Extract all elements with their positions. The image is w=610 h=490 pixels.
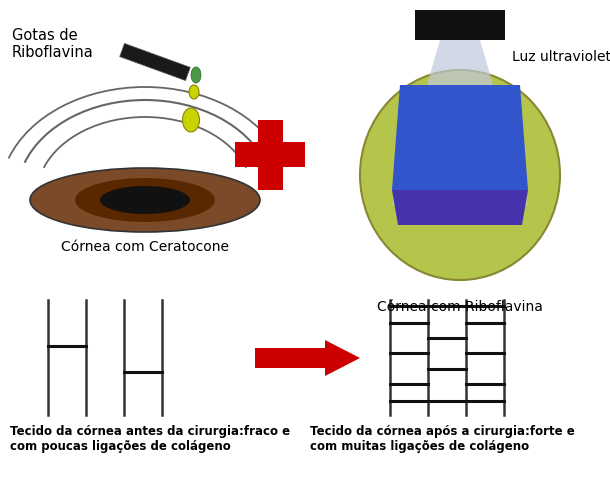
Polygon shape — [255, 340, 360, 376]
Ellipse shape — [75, 178, 215, 222]
Ellipse shape — [30, 168, 260, 232]
Polygon shape — [392, 40, 528, 205]
Text: Tecido da córnea após a cirurgia:forte e
com muitas ligações de colágeno: Tecido da córnea após a cirurgia:forte e… — [310, 425, 575, 453]
Bar — [415, 10, 505, 40]
Ellipse shape — [189, 85, 199, 99]
Text: Gotas de
Riboflavina: Gotas de Riboflavina — [12, 28, 94, 60]
Text: Córnea com Ceratocone: Córnea com Ceratocone — [61, 240, 229, 254]
Bar — [258, 120, 283, 190]
Bar — [120, 44, 190, 80]
Text: Luz ultravioleta: Luz ultravioleta — [512, 50, 610, 64]
Polygon shape — [392, 190, 528, 225]
Bar — [235, 142, 305, 167]
Text: Córnea com Riboflavina: Córnea com Riboflavina — [377, 300, 543, 314]
Ellipse shape — [100, 186, 190, 214]
Ellipse shape — [360, 70, 560, 280]
Ellipse shape — [182, 108, 199, 132]
Ellipse shape — [191, 67, 201, 83]
Polygon shape — [392, 85, 528, 190]
Text: Tecido da córnea antes da cirurgia:fraco e
com poucas ligações de colágeno: Tecido da córnea antes da cirurgia:fraco… — [10, 425, 290, 453]
